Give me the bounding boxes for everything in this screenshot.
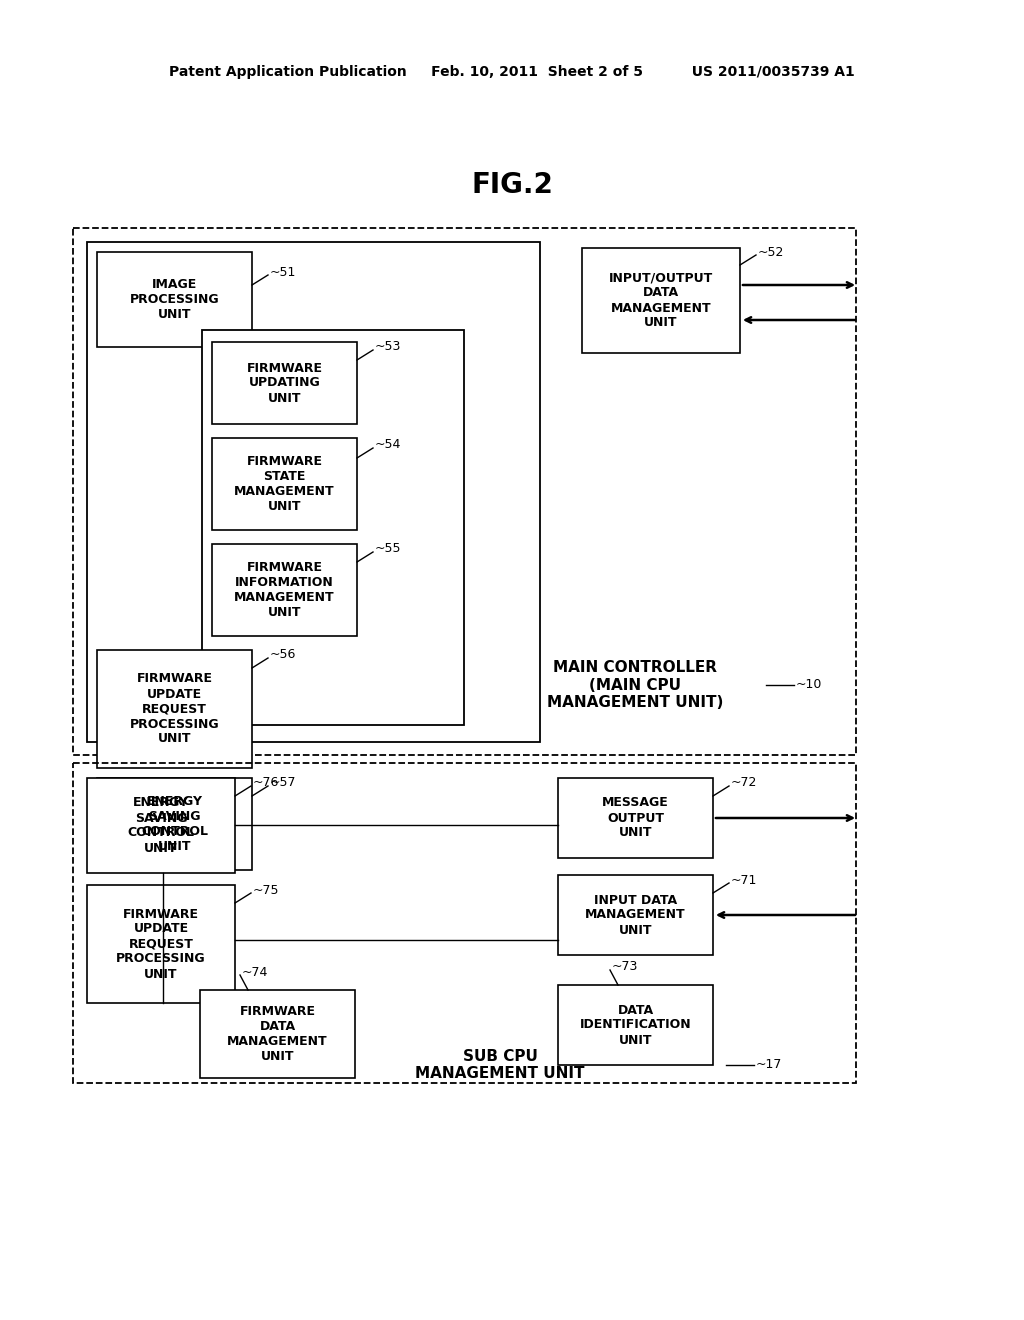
Text: ~74: ~74	[242, 965, 268, 978]
Text: ~17: ~17	[756, 1059, 782, 1072]
Bar	[212, 438, 357, 531]
Bar	[558, 777, 713, 858]
Text: SUB CPU
MANAGEMENT UNIT: SUB CPU MANAGEMENT UNIT	[416, 1049, 585, 1081]
Text: FIRMWARE
UPDATE
REQUEST
PROCESSING
UNIT: FIRMWARE UPDATE REQUEST PROCESSING UNIT	[130, 672, 219, 746]
Bar	[558, 985, 713, 1065]
Text: ~73: ~73	[612, 961, 638, 974]
Text: ~55: ~55	[375, 543, 401, 556]
Text: ~52: ~52	[758, 246, 784, 259]
Bar	[212, 544, 357, 636]
Text: FIG.2: FIG.2	[471, 172, 553, 199]
Bar	[87, 242, 540, 742]
Text: ~56: ~56	[270, 648, 296, 661]
Text: FIRMWARE
INFORMATION
MANAGEMENT
UNIT: FIRMWARE INFORMATION MANAGEMENT UNIT	[234, 561, 335, 619]
Text: ~72: ~72	[731, 776, 758, 789]
Bar	[202, 330, 464, 725]
Text: FIRMWARE
DATA
MANAGEMENT
UNIT: FIRMWARE DATA MANAGEMENT UNIT	[227, 1005, 328, 1063]
Text: INPUT DATA
MANAGEMENT
UNIT: INPUT DATA MANAGEMENT UNIT	[585, 894, 686, 936]
Text: FIRMWARE
STATE
MANAGEMENT
UNIT: FIRMWARE STATE MANAGEMENT UNIT	[234, 455, 335, 513]
Bar	[212, 342, 357, 424]
Text: IMAGE
PROCESSING
UNIT: IMAGE PROCESSING UNIT	[130, 279, 219, 321]
Text: DATA
IDENTIFICATION
UNIT: DATA IDENTIFICATION UNIT	[580, 1003, 691, 1047]
Bar	[97, 252, 252, 347]
Text: INPUT/OUTPUT
DATA
MANAGEMENT
UNIT: INPUT/OUTPUT DATA MANAGEMENT UNIT	[609, 272, 713, 330]
Bar	[87, 777, 234, 873]
Text: ENERGY
SAVING
CONTROL
UNIT: ENERGY SAVING CONTROL UNIT	[128, 796, 195, 854]
Bar	[73, 763, 856, 1082]
Text: FIRMWARE
UPDATE
REQUEST
PROCESSING
UNIT: FIRMWARE UPDATE REQUEST PROCESSING UNIT	[116, 908, 206, 981]
Text: ~53: ~53	[375, 341, 401, 354]
Bar	[87, 884, 234, 1003]
Text: ~71: ~71	[731, 874, 758, 887]
Bar	[97, 649, 252, 768]
Text: ENERGY
SAVING
CONTROL
UNIT: ENERGY SAVING CONTROL UNIT	[141, 795, 208, 853]
Text: MAIN CONTROLLER
(MAIN CPU
MANAGEMENT UNIT): MAIN CONTROLLER (MAIN CPU MANAGEMENT UNI…	[547, 660, 723, 710]
Text: ~51: ~51	[270, 265, 296, 279]
Text: MESSAGE
OUTPUT
UNIT: MESSAGE OUTPUT UNIT	[602, 796, 669, 840]
Bar	[582, 248, 740, 352]
Text: ~54: ~54	[375, 438, 401, 451]
Bar	[97, 777, 252, 870]
Bar	[558, 875, 713, 954]
Text: ~10: ~10	[796, 678, 822, 692]
Text: FIRMWARE
UPDATING
UNIT: FIRMWARE UPDATING UNIT	[247, 362, 323, 404]
Text: ~75: ~75	[253, 883, 280, 896]
Bar	[73, 228, 856, 755]
Text: Patent Application Publication     Feb. 10, 2011  Sheet 2 of 5          US 2011/: Patent Application Publication Feb. 10, …	[169, 65, 855, 79]
Bar	[200, 990, 355, 1078]
Text: ~57: ~57	[270, 776, 297, 789]
Text: ~76: ~76	[253, 776, 280, 789]
